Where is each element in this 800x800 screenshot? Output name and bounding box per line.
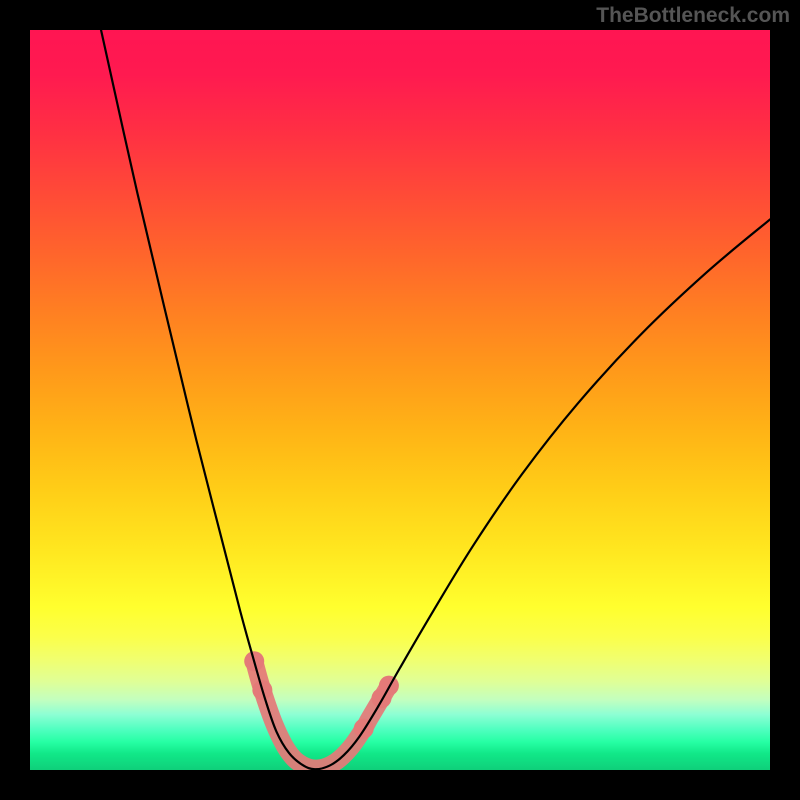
bottleneck-chart bbox=[0, 0, 800, 800]
watermark-text: TheBottleneck.com bbox=[596, 4, 790, 28]
plot-background-gradient bbox=[30, 30, 770, 770]
chart-container: TheBottleneck.com bbox=[0, 0, 800, 800]
